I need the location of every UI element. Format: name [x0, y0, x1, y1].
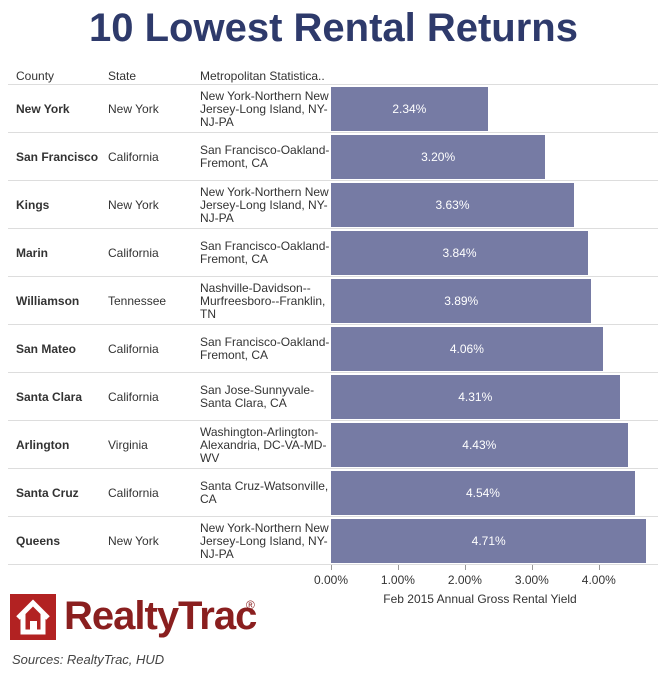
state-label: New York — [108, 102, 159, 116]
row-separator — [8, 420, 658, 421]
house-icon — [16, 599, 50, 635]
x-tick — [331, 565, 332, 570]
value-label: 4.43% — [462, 438, 497, 452]
metro-label: Nashville-Davidson--Murfreesboro--Frankl… — [200, 280, 326, 321]
bar — [331, 87, 488, 131]
value-label: 4.31% — [458, 390, 493, 404]
metro-label: San Francisco-Oakland-Fremont, CA — [200, 335, 330, 362]
county-label: Williamson — [16, 294, 80, 308]
state-label: New York — [108, 534, 159, 548]
row-separator — [8, 516, 658, 517]
county-label: Marin — [16, 246, 49, 260]
bar — [331, 327, 603, 371]
metro-label: Washington-Arlington-Alexandria, DC-VA-M… — [200, 424, 327, 465]
value-label: 3.20% — [421, 150, 456, 164]
header-separator — [8, 84, 658, 85]
county-label: Queens — [16, 534, 61, 548]
value-label: 4.71% — [471, 534, 506, 548]
logo-mark: ® — [246, 598, 255, 612]
metro-label: San Francisco-Oakland-Fremont, CA — [200, 143, 330, 170]
county-label: Santa Clara — [16, 390, 83, 404]
state-label: California — [108, 246, 159, 260]
x-tick — [397, 565, 399, 570]
x-tick — [531, 565, 533, 570]
value-label: 3.63% — [435, 198, 470, 212]
logo-text: RealtyTrac — [64, 594, 257, 638]
county-label: Santa Cruz — [16, 486, 79, 500]
county-label: New York — [16, 102, 70, 116]
logo-icon — [10, 594, 56, 640]
metro-label: New York-Northern New Jersey-Long Island… — [200, 88, 329, 129]
state-label: California — [108, 150, 159, 164]
bar — [331, 519, 647, 563]
county-label: San Mateo — [16, 342, 77, 356]
value-label: 4.06% — [449, 342, 484, 356]
bar — [331, 135, 546, 179]
value-label: 4.54% — [465, 486, 500, 500]
county-label: Kings — [16, 198, 50, 212]
metro-label: New York-Northern New Jersey-Long Island… — [200, 184, 329, 225]
bar — [331, 471, 635, 515]
bar — [331, 375, 620, 419]
row-separator — [8, 276, 658, 277]
column-header: Metropolitan Statistica.. — [200, 69, 325, 83]
row-separator — [8, 324, 658, 325]
county-label: Arlington — [16, 438, 70, 452]
row-separator — [8, 372, 658, 373]
bar — [331, 183, 575, 227]
metro-label: Santa Cruz-Watsonville, CA — [200, 479, 329, 506]
state-label: California — [108, 390, 159, 404]
bar — [331, 423, 628, 467]
value-label: 3.89% — [444, 294, 479, 308]
state-label: California — [108, 342, 159, 356]
county-label: San Francisco — [16, 150, 99, 164]
column-header: State — [108, 69, 137, 83]
metro-label: New York-Northern New Jersey-Long Island… — [200, 520, 329, 561]
x-tick — [464, 565, 466, 570]
x-tick-label: 1.00% — [380, 573, 415, 587]
row-separator — [8, 564, 658, 565]
chart-title: 10 Lowest Rental Returns — [88, 6, 578, 50]
row-separator — [8, 132, 658, 133]
metro-label: San Francisco-Oakland-Fremont, CA — [200, 239, 330, 266]
row-separator — [8, 468, 658, 469]
bar — [331, 279, 592, 323]
row-separator — [8, 180, 658, 181]
state-label: Tennessee — [108, 294, 167, 308]
state-label: California — [108, 486, 159, 500]
x-tick-label: 2.00% — [447, 573, 482, 587]
x-tick-label: 4.00% — [581, 573, 616, 587]
source-note: Sources: RealtyTrac, HUD — [12, 652, 165, 667]
x-tick-label: 3.00% — [514, 573, 549, 587]
value-label: 3.84% — [442, 246, 477, 260]
metro-label: San Jose-Sunnyvale-Santa Clara, CA — [200, 383, 315, 410]
column-header: County — [16, 69, 55, 83]
state-label: Virginia — [108, 438, 148, 452]
bar — [331, 231, 589, 275]
state-label: New York — [108, 198, 159, 212]
value-label: 2.34% — [392, 102, 427, 116]
x-tick — [598, 565, 600, 570]
x-axis-label: Feb 2015 Annual Gross Rental Yield — [383, 592, 577, 606]
row-separator — [8, 228, 658, 229]
x-tick-label: 0.00% — [313, 573, 349, 587]
